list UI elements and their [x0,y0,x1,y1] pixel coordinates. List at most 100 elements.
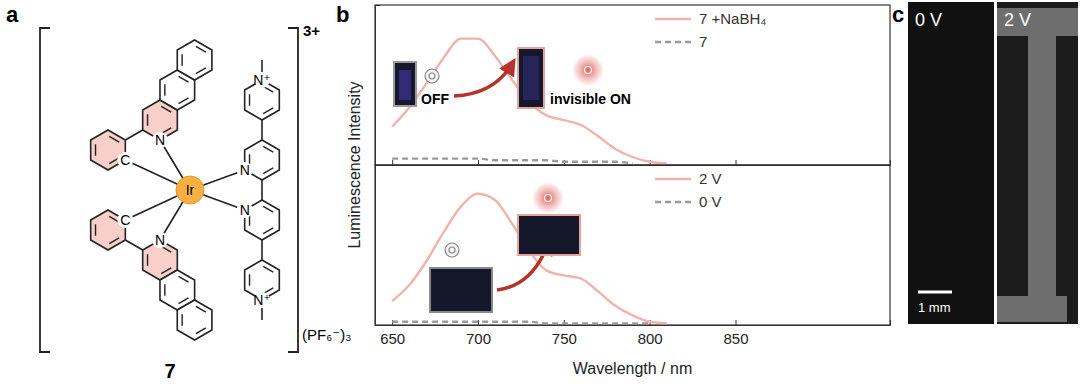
plot-frame [375,5,890,165]
double-bond [263,146,273,152]
double-bond [249,94,250,106]
legend-label: 2 V [699,170,722,187]
inset-label: invisible ON [550,91,631,107]
chart: 650 700 750 800 850 2 V 0 V [375,165,891,347]
double-bond [95,224,96,236]
series-line [392,159,632,164]
series-line [392,39,667,164]
image-label: 0 V [915,10,942,30]
double-bond [196,328,206,334]
atom-bg [237,162,253,178]
series-line [392,322,650,324]
bond [261,120,263,140]
off-icon [425,69,439,83]
atom-bg [254,72,270,88]
x-tick-label: 800 [638,330,663,347]
legend-swatch [655,41,691,43]
x-tick: 700 [466,320,491,347]
atom-label: N [240,202,250,218]
double-bond [109,136,119,142]
images: 0 V 2 V 1 mm [908,2,1078,324]
y-axis-line [376,6,381,166]
chart: 7 +NaBH₄7 [375,5,891,166]
atom-label: C [120,152,130,168]
panel-label: a [6,2,19,27]
bond [261,240,263,260]
double-bond [161,106,171,112]
double-bond [161,268,171,274]
atom-label: N [155,232,165,248]
double-bond [164,284,165,296]
image-label: 2 V [1004,10,1031,30]
arrow [454,64,512,96]
x-tick-mark [392,160,393,165]
ring [177,300,212,340]
x-axis-title: Wavelength / nm [573,360,692,377]
atom-label: N [155,132,165,148]
scale-bar [918,291,952,294]
x-tick: 850 [723,320,748,347]
double-bond [181,314,182,326]
x-axis: 650 700 750 800 850 [376,320,891,347]
panel-label: b [336,2,349,27]
emitting-area [1028,36,1056,298]
x-tick-mark [736,320,737,325]
metal-center [176,176,204,204]
inset-photo [394,62,416,106]
insets: OFF invisible ON [394,48,631,312]
image-off [908,2,994,324]
double-bond [263,266,273,272]
bond [125,240,142,250]
glow-icon [572,54,604,86]
atom-bg [237,202,253,218]
plot-frame [375,165,890,325]
glow-icon [585,67,592,74]
atom-bg [254,292,270,308]
double-bond [179,298,189,304]
x-tick-mark [478,160,479,165]
counterion: (PF₆⁻)₃ [302,326,351,343]
double-bond [263,228,273,234]
inset-label: OFF [421,91,449,107]
double-bond [196,46,206,52]
plot-area [392,194,667,324]
x-tick [736,160,737,165]
legend-swatch [655,178,691,180]
x-tick [478,160,479,165]
inset-photo [430,268,492,312]
x-tick-label: 700 [466,330,491,347]
inset-glow [399,70,411,100]
plot-area [392,39,667,164]
bracket [40,28,50,352]
emitting-area [997,296,1067,322]
x-tick-label: 750 [552,330,577,347]
double-bond [179,76,189,82]
atom-bg [152,232,168,248]
double-bond [263,168,273,174]
y-axis [376,166,381,326]
bond [125,130,142,140]
glow-icon [545,195,552,202]
inset-photo [518,48,544,108]
bond [261,180,263,200]
atom-bg [117,152,133,168]
double-bond [179,276,189,282]
double-bond [263,108,273,114]
inset-photo [518,215,580,255]
atom-label: N⁺ [253,292,271,308]
scale-bar-label: 1 mm [918,300,951,315]
off-icon [445,243,459,257]
legend-swatch [655,201,691,203]
double-bond [249,274,250,286]
emitting-area [997,8,1078,36]
x-tick-mark [736,160,737,165]
y-axis-title: Luminescence Intensity [346,81,363,248]
double-bond [196,68,206,74]
inset-glow [523,56,539,100]
figure: abcCNCNNNN⁺N⁺Ir3+(PF₆⁻)₃77 +NaBH₄7Lumine… [0,0,1080,386]
double-bond [109,238,119,244]
glow-icon [532,182,564,214]
legend-label: 0 V [699,193,722,210]
x-tick-label: 650 [380,330,405,347]
atom-bg [117,212,133,228]
